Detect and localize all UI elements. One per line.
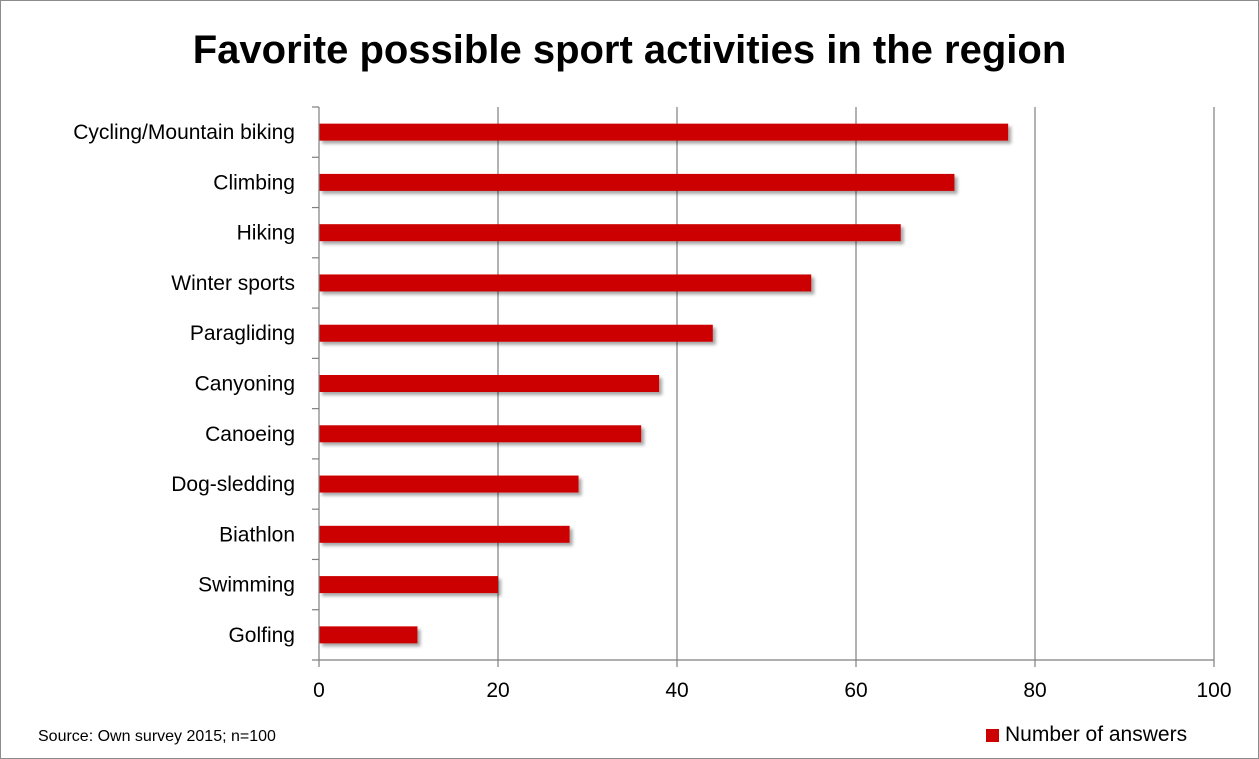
source-note: Source: Own survey 2015; n=100 — [38, 728, 276, 745]
legend: Number of answers — [986, 723, 1187, 747]
bar — [319, 274, 812, 292]
bar — [319, 173, 955, 191]
x-tick-label: 20 — [486, 679, 509, 702]
x-tick-label: 60 — [844, 679, 867, 702]
chart-title: Favorite possible sport activities in th… — [192, 28, 1067, 72]
category-label: Dog-sledding — [171, 473, 295, 496]
bar — [319, 224, 901, 242]
category-labels: Cycling/Mountain biking Climbing Hiking Win… — [73, 121, 295, 647]
bar — [319, 475, 579, 493]
category-label: Biathlon — [219, 523, 295, 546]
category-label: Golfing — [228, 624, 295, 647]
legend-label: Number of answers — [1005, 723, 1188, 746]
x-tick-label: 80 — [1023, 679, 1046, 702]
tick-labels: 0 20 40 60 80 100 — [313, 679, 1231, 702]
gridlines — [497, 107, 1215, 660]
axes — [312, 106, 1215, 667]
x-tick-label: 0 — [313, 679, 325, 702]
category-label: Winter sports — [171, 272, 295, 295]
bar — [319, 375, 660, 392]
category-label: Swimming — [198, 574, 295, 597]
bar — [319, 626, 418, 644]
bar — [319, 525, 570, 543]
bar — [319, 123, 1009, 141]
bar — [319, 425, 642, 443]
x-tick-label: 40 — [665, 679, 688, 702]
category-label: Cycling/Mountain biking — [73, 121, 295, 144]
category-label: Climbing — [213, 171, 295, 194]
category-label: Canoeing — [205, 423, 295, 446]
x-tick-label: 100 — [1196, 679, 1231, 702]
category-label: Canyoning — [195, 373, 295, 396]
bar — [319, 576, 498, 594]
category-label: Hiking — [237, 222, 295, 245]
bars — [319, 123, 1009, 644]
category-label: Paragliding — [190, 322, 295, 345]
bar — [319, 324, 713, 342]
legend-swatch — [986, 728, 999, 742]
